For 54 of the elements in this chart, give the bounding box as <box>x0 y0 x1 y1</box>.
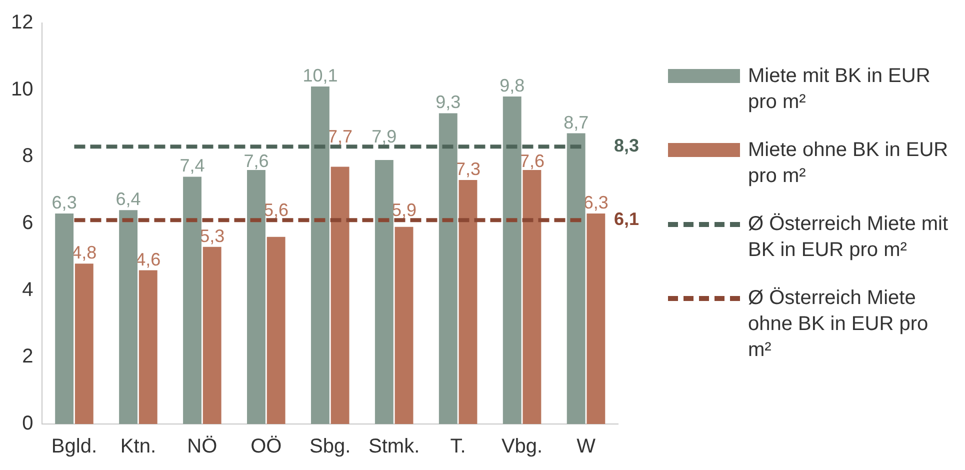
bar <box>310 86 330 424</box>
y-tick-label: 2 <box>22 346 34 368</box>
bar <box>119 210 138 424</box>
data-label: 7,9 <box>372 126 397 147</box>
bar <box>55 213 74 424</box>
data-label: 7,6 <box>519 151 544 172</box>
data-label: 9,8 <box>500 76 525 96</box>
bar <box>374 160 394 424</box>
bar <box>502 96 522 424</box>
x-tick-label: Bgld. <box>51 436 98 458</box>
bar <box>202 246 222 424</box>
y-tick-label: 10 <box>10 78 34 100</box>
x-tick-label: T. <box>450 436 466 458</box>
bar <box>266 236 286 424</box>
bar <box>458 180 478 424</box>
bar <box>330 166 350 424</box>
y-tick-label: 4 <box>22 278 34 301</box>
x-tick-label: Sbg. <box>310 436 351 458</box>
x-tick-label: Ktn. <box>120 436 156 458</box>
data-label: 8,7 <box>564 112 589 132</box>
x-tick-label: Stmk. <box>368 436 420 458</box>
legend-label: Ø Österreich Miete ohne BK in EUR pro m² <box>748 286 930 363</box>
bar <box>438 113 458 424</box>
y-tick-label: 6 <box>22 212 34 234</box>
data-label: 9,3 <box>436 92 461 112</box>
y-tick-label: 8 <box>22 145 34 168</box>
data-label: 4,6 <box>136 249 161 270</box>
data-label: 10,1 <box>302 65 338 86</box>
data-label: 6,3 <box>583 192 608 212</box>
data-label: 6,3 <box>52 192 77 212</box>
y-tick-label: 12 <box>10 12 34 34</box>
data-label: 8,3 <box>614 136 640 156</box>
data-label: 7,3 <box>455 159 480 180</box>
data-label: 7,4 <box>180 156 205 176</box>
data-label: 4,8 <box>72 242 97 263</box>
bar <box>138 270 158 424</box>
bar <box>566 133 586 424</box>
x-tick-label: Vbg. <box>501 436 543 458</box>
bar <box>247 170 266 424</box>
legend-label: Miete ohne BK in EUR pro m² <box>748 138 950 189</box>
bar <box>74 264 94 424</box>
bar <box>394 226 414 424</box>
data-label: 6,4 <box>116 189 141 210</box>
x-tick-label: OÖ <box>250 436 282 458</box>
bar <box>586 213 606 424</box>
legend-label: Ø Österreich Miete mit BK in EUR pro m² <box>748 212 950 263</box>
x-tick-label: W <box>576 436 596 458</box>
data-label: 7,6 <box>244 151 269 172</box>
bar <box>522 170 542 424</box>
bar <box>183 176 202 424</box>
x-tick-label: NÖ <box>187 436 218 458</box>
legend-label: Miete mit BK in EUR pro m² <box>748 64 932 115</box>
data-label: 6,1 <box>614 209 640 230</box>
y-tick-label: 0 <box>22 412 34 435</box>
